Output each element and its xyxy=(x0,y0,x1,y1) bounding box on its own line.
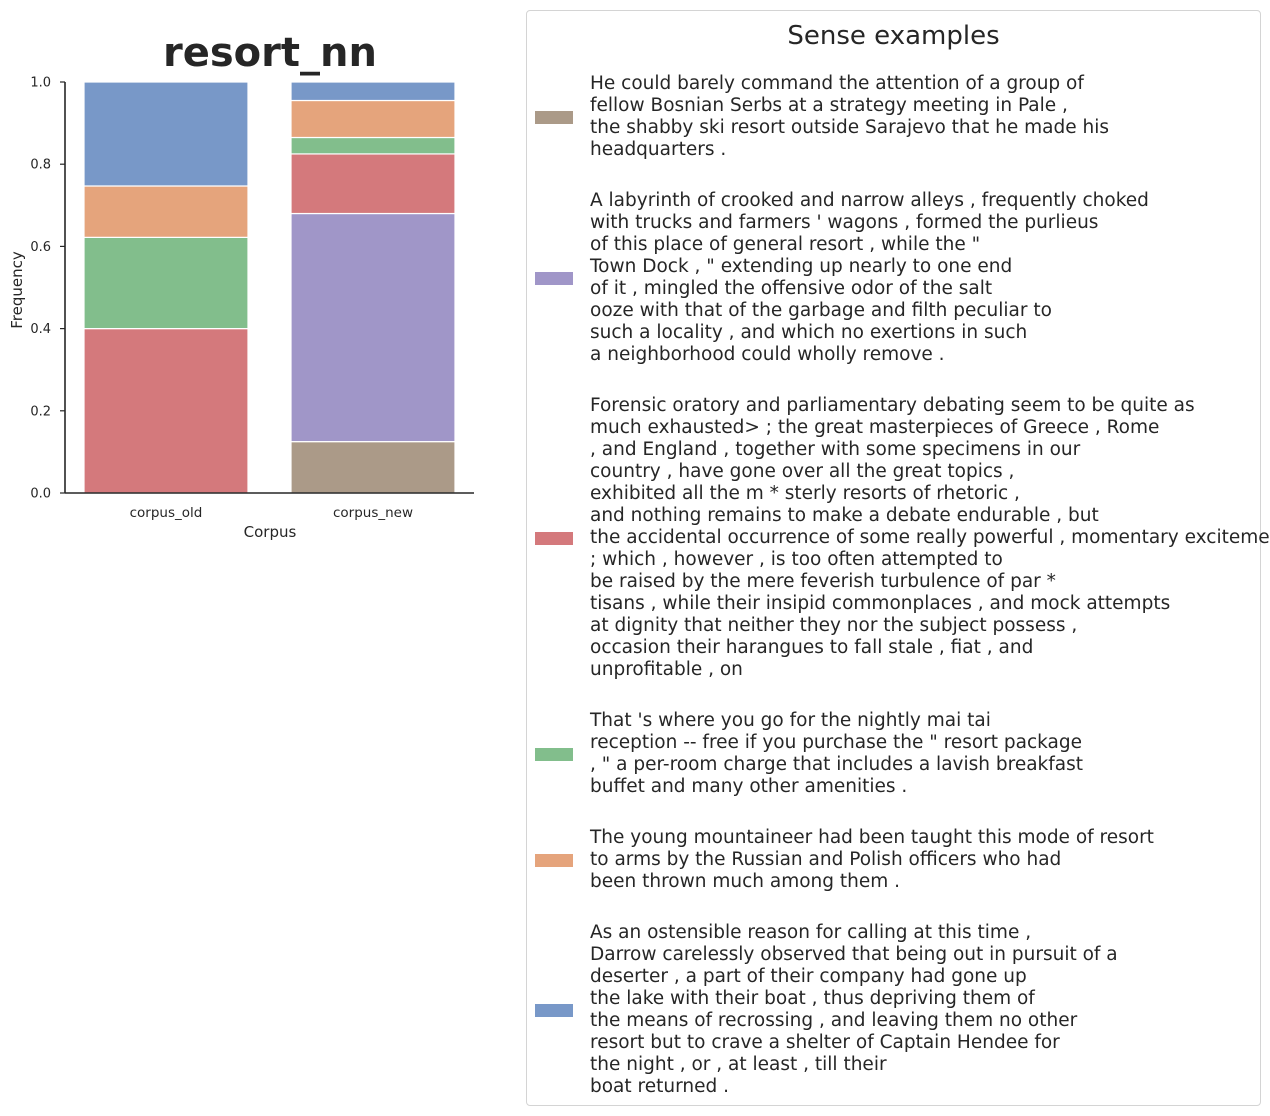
y-tick-label: 0.2 xyxy=(30,404,51,419)
chart-title: resort_nn xyxy=(163,30,377,76)
stacked-bar-chart: resort_nn 0.00.20.40.60.81.0 corpus_old c… xyxy=(8,30,474,541)
x-tick-label: corpus_new xyxy=(333,505,413,521)
y-tick-label: 0.4 xyxy=(30,322,51,337)
y-axis-label: Frequency xyxy=(8,251,26,329)
legend-swatch xyxy=(535,111,573,124)
legend-entry: As an ostensible reason for calling at t… xyxy=(527,922,1260,1098)
bar-segment xyxy=(83,328,249,494)
legend-swatch xyxy=(535,854,573,867)
bar-segment xyxy=(290,153,456,215)
x-axis-label: Corpus xyxy=(244,523,297,541)
legend-entry: A labyrinth of crooked and narrow alleys… xyxy=(527,190,1260,366)
y-tick-label: 0.8 xyxy=(30,158,51,173)
bar-segment xyxy=(83,236,249,330)
bar-segment xyxy=(290,81,456,102)
bar-segment xyxy=(83,185,249,238)
y-axis: 0.0 0.2 0.4 0.6 0.8 1.0 xyxy=(30,76,66,502)
bar-segment xyxy=(290,136,456,155)
legend-swatch xyxy=(535,1004,573,1017)
y-tick-label: 0.0 xyxy=(30,487,51,502)
bar-segment xyxy=(290,441,456,494)
y-tick-label: 0.6 xyxy=(30,240,51,255)
bar-segment xyxy=(290,99,456,139)
legend: Sense examples He could barely command t… xyxy=(526,10,1270,1106)
y-tick-label: 1.0 xyxy=(30,76,51,91)
legend-title: Sense examples xyxy=(787,21,1000,51)
legend-entry: Forensic oratory and parliamentary debat… xyxy=(527,395,1270,681)
legend-entry: The young mountaineer had been taught th… xyxy=(527,827,1260,893)
legend-swatch xyxy=(535,532,573,545)
legend-entry-text: A labyrinth of crooked and narrow alleys… xyxy=(590,190,1149,365)
legend-entry-text: The young mountaineer had been taught th… xyxy=(590,827,1154,892)
x-axis: corpus_old corpus_new xyxy=(65,492,474,521)
bars-group xyxy=(83,81,456,494)
legend-entry: He could barely command the attention of… xyxy=(527,73,1260,161)
legend-swatch xyxy=(535,748,573,761)
legend-entry-text: That 's where you go for the nightly mai… xyxy=(590,710,1083,797)
legend-swatch xyxy=(535,272,573,285)
x-tick-label: corpus_old xyxy=(130,505,203,521)
bar-segment xyxy=(290,212,456,443)
legend-entry-text: As an ostensible reason for calling at t… xyxy=(590,922,1118,1097)
legend-entry-text: He could barely command the attention of… xyxy=(590,73,1109,160)
bar-segment xyxy=(83,81,249,187)
legend-entry: That 's where you go for the nightly mai… xyxy=(527,710,1260,798)
legend-entry-text: Forensic oratory and parliamentary debat… xyxy=(590,395,1270,680)
